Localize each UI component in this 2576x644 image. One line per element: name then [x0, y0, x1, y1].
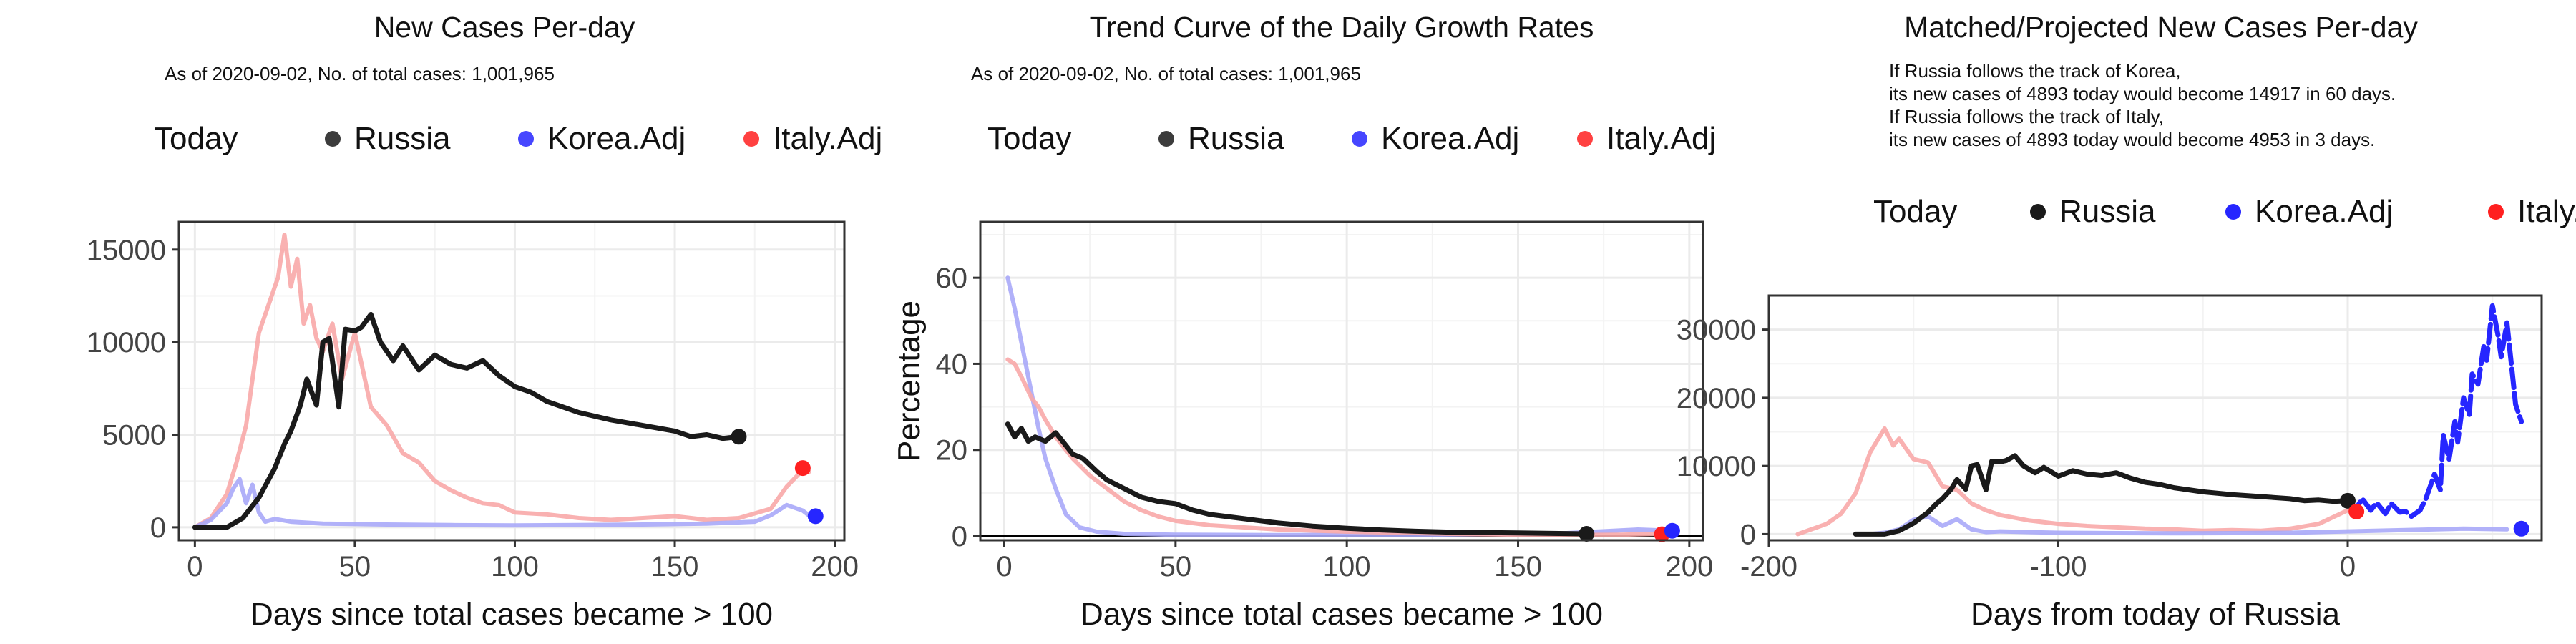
- legend-key-dot: [2488, 204, 2504, 220]
- legend-key-dot: [325, 131, 341, 147]
- chart-legend: Today Russia Korea.Adj Italy.Adj: [987, 121, 1716, 156]
- series-line-korea: [192, 477, 815, 530]
- legend-label: Russia: [2059, 194, 2156, 229]
- x-tick-label: -100: [2029, 551, 2087, 582]
- legend-label: Korea.Adj: [1381, 121, 1519, 156]
- today-point-russia: [731, 429, 747, 445]
- series-line-russia: [192, 311, 741, 530]
- y-axis-title: Percentage: [892, 301, 927, 462]
- x-axis-title: Days from today of Russia: [1971, 597, 2340, 632]
- series-line-italy: [1795, 426, 2350, 537]
- x-tick-label: 0: [187, 551, 203, 582]
- today-point-korea: [807, 508, 824, 525]
- y-tick-label: 20: [936, 435, 968, 467]
- legend-label: Italy.Adj: [1606, 121, 1716, 156]
- legend-key-dot: [518, 131, 534, 147]
- series-line-korea: [2345, 303, 2524, 519]
- x-tick-label: 150: [1494, 551, 1542, 582]
- legend-key-dot: [1577, 131, 1593, 147]
- y-tick-label: 15000: [87, 235, 166, 266]
- legend-label: Today: [987, 121, 1071, 156]
- x-tick-label: 50: [339, 551, 371, 582]
- plot-border: [979, 220, 1704, 542]
- legend-label: Today: [154, 121, 238, 156]
- today-point-russia: [1579, 525, 1595, 542]
- chart-title: Trend Curve of the Daily Growth Rates: [1090, 11, 1594, 44]
- chart-panel-2: Matched/Projected New Cases Per-day If Ru…: [1677, 11, 2576, 632]
- series-line-italy: [1005, 357, 1664, 537]
- y-tick-label: 20000: [1677, 383, 1756, 414]
- plot-border: [177, 220, 846, 542]
- chart-subtitle-line: If Russia follows the track of Korea,: [1889, 60, 2181, 82]
- series-line-russia: [1005, 421, 1589, 537]
- chart-legend: Today Russia Korea.Adj Italy.Adj: [1873, 194, 2576, 229]
- x-tick-label: 0: [2340, 551, 2356, 582]
- chart-subtitle-line: As of 2020-09-02, No. of total cases: 1,…: [971, 63, 1361, 84]
- legend-label: Korea.Adj: [2255, 194, 2393, 229]
- legend-key-dot: [743, 131, 759, 147]
- today-point-italy: [2348, 503, 2365, 519]
- legend-key-dot: [1158, 131, 1174, 147]
- today-point-italy: [794, 460, 811, 477]
- y-tick-label: 0: [952, 521, 967, 552]
- chart-legend: Today Russia Korea.Adj Italy.Adj: [154, 121, 882, 156]
- y-tick-label: 40: [936, 348, 968, 380]
- legend-label: Italy.Adj: [2517, 194, 2576, 229]
- legend-label: Korea.Adj: [547, 121, 686, 156]
- y-tick-label: 5000: [102, 420, 166, 452]
- x-tick-label: 100: [491, 551, 539, 582]
- today-point-korea: [2513, 520, 2529, 537]
- plot-border: [1767, 294, 2543, 542]
- y-tick-label: 0: [1740, 519, 1756, 550]
- chart-title: Matched/Projected New Cases Per-day: [1904, 11, 2418, 44]
- legend-label: Russia: [354, 121, 451, 156]
- x-tick-label: 100: [1323, 551, 1371, 582]
- y-tick-label: 10000: [1677, 451, 1756, 482]
- series-line-italy: [192, 233, 811, 530]
- legend-label: Italy.Adj: [773, 121, 882, 156]
- x-axis-title: Days since total cases became > 100: [250, 597, 773, 632]
- chart-subtitle-line: If Russia follows the track of Italy,: [1889, 106, 2164, 127]
- chart-subtitle-line: its new cases of 4893 today would become…: [1889, 83, 2396, 104]
- legend-key-dot: [2030, 204, 2046, 220]
- today-point-russia: [2339, 492, 2356, 509]
- chart-panel-1: Trend Curve of the Daily Growth Rates As …: [892, 11, 1716, 632]
- legend-label: Today: [1873, 194, 1957, 229]
- series-line-russia: [1853, 453, 2351, 537]
- x-tick-label: 200: [811, 551, 859, 582]
- x-axis-title: Days since total cases became > 100: [1080, 597, 1603, 632]
- y-tick-label: 0: [150, 512, 166, 544]
- x-tick-label: 0: [996, 551, 1012, 582]
- y-tick-label: 60: [936, 263, 968, 294]
- x-tick-label: 200: [1665, 551, 1713, 582]
- today-point-korea: [1664, 522, 1680, 539]
- y-tick-label: 30000: [1677, 315, 1756, 346]
- chart-gridlines: [980, 222, 1703, 540]
- x-tick-label: -200: [1740, 551, 1797, 582]
- chart-title: New Cases Per-day: [374, 11, 635, 44]
- x-tick-label: 50: [1160, 551, 1192, 582]
- y-tick-label: 10000: [87, 327, 166, 358]
- series-line-korea: [1868, 514, 2509, 537]
- chart-subtitle-line: its new cases of 4893 today would become…: [1889, 129, 2375, 150]
- x-tick-label: 150: [651, 551, 699, 582]
- legend-key-dot: [2225, 204, 2241, 220]
- legend-label: Russia: [1188, 121, 1284, 156]
- chart-subtitle-line: As of 2020-09-02, No. of total cases: 1,…: [165, 63, 555, 84]
- chart-panel-0: New Cases Per-day As of 2020-09-02, No. o…: [87, 11, 882, 632]
- legend-key-dot: [1352, 131, 1367, 147]
